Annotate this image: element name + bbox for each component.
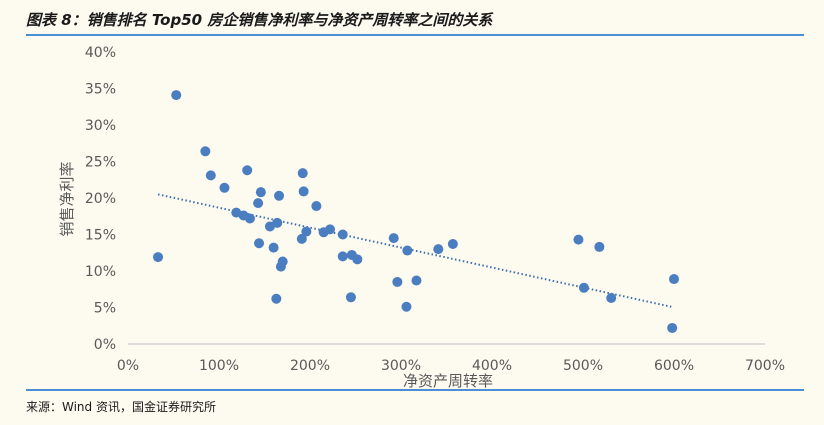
- figure-title: 图表 8：销售排名 Top50 房企销售净利率与净资产周转率之间的关系: [26, 11, 493, 29]
- source-note: 来源：Wind 资讯，国金证券研究所: [26, 400, 216, 414]
- data-point: [277, 256, 288, 267]
- x-tick-label: 700%: [745, 358, 785, 374]
- x-tick-label: 100%: [199, 358, 239, 374]
- data-point: [254, 238, 265, 249]
- data-point: [669, 274, 679, 285]
- y-tick-label: 25%: [85, 155, 116, 171]
- data-point: [578, 282, 589, 293]
- data-point: [171, 90, 182, 101]
- points-layer: [153, 90, 679, 333]
- data-point: [411, 275, 422, 286]
- y-tick-label: 35%: [85, 82, 116, 98]
- y-tick-label: 40%: [85, 45, 116, 61]
- data-point: [337, 229, 348, 240]
- data-point: [272, 217, 283, 228]
- data-point: [606, 293, 617, 304]
- data-point: [200, 146, 211, 157]
- data-point: [153, 252, 164, 263]
- y-tick-label: 10%: [85, 264, 116, 280]
- x-tick-label: 600%: [654, 358, 694, 374]
- data-point: [244, 213, 255, 224]
- x-axis-label: 净资产周转率: [403, 372, 493, 390]
- data-point: [352, 254, 363, 265]
- data-point: [337, 251, 348, 262]
- data-point: [271, 293, 282, 304]
- data-point: [242, 165, 253, 176]
- y-axis-label: 销售净利率: [58, 161, 76, 236]
- x-tick-label: 0%: [117, 358, 139, 374]
- x-tick-label: 400%: [472, 358, 512, 374]
- data-point: [274, 190, 285, 201]
- data-point: [402, 245, 413, 256]
- x-tick-label: 300%: [381, 358, 421, 374]
- y-tick-label: 0%: [94, 337, 116, 353]
- data-point: [325, 224, 336, 235]
- data-point: [433, 244, 444, 255]
- data-point: [447, 238, 458, 249]
- data-point: [255, 187, 266, 198]
- data-point: [388, 233, 399, 244]
- title-bar: 图表 8：销售排名 Top50 房企销售净利率与净资产周转率之间的关系: [26, 6, 804, 36]
- data-point: [268, 242, 279, 253]
- data-point: [667, 322, 678, 333]
- data-point: [311, 201, 322, 212]
- y-tick-label: 30%: [85, 118, 116, 134]
- data-point: [594, 241, 605, 252]
- data-point: [219, 182, 230, 193]
- y-tick-label: 20%: [85, 191, 116, 207]
- data-point: [296, 233, 307, 244]
- data-point: [345, 292, 356, 303]
- data-point: [297, 168, 308, 179]
- y-tick-label: 5%: [94, 301, 116, 317]
- y-tick-label: 15%: [85, 228, 116, 244]
- data-point: [301, 226, 312, 237]
- data-point: [205, 170, 216, 181]
- footer-rule: [26, 389, 804, 391]
- data-point: [392, 276, 403, 287]
- data-point: [298, 186, 309, 197]
- x-tick-label: 500%: [563, 358, 603, 374]
- data-point: [401, 301, 412, 312]
- data-point: [253, 198, 264, 209]
- axes-layer: 0% 5% 10% 15% 20% 25% 30% 35% 40% 0% 100% 200% 300% 4…: [85, 45, 785, 374]
- x-tick-label: 200%: [290, 358, 330, 374]
- data-point: [573, 234, 584, 245]
